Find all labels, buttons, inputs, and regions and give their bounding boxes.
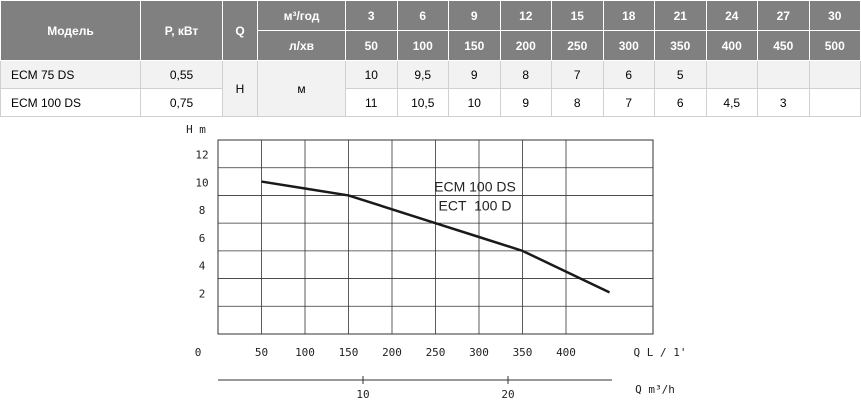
table-row: л/хв 50 100 150 200 250 300 350 400 450 500 <box>1 30 861 61</box>
table-cell: 9,5 <box>396 60 449 89</box>
table-cell: 350 <box>654 30 707 61</box>
x-tick-label: 150 <box>339 346 359 359</box>
y-tick-label: 10 <box>195 176 208 189</box>
table-cell: 4,5 <box>705 88 758 117</box>
x2-tick-label: 10 <box>356 388 369 401</box>
table-cell: 3 <box>345 0 398 31</box>
table-cell: 11 <box>345 88 398 117</box>
table-cell <box>808 60 861 89</box>
table-cell <box>757 60 810 89</box>
table-cell: 6 <box>654 88 707 117</box>
table-cell: 250 <box>551 30 604 61</box>
x-tick-label: 50 <box>255 346 268 359</box>
chart: 2 4 6 8 10 12 0 50 100 150 200 250 300 350 400 H m Q L /… <box>186 123 687 401</box>
table-cell: 7 <box>551 60 604 89</box>
table-cell: 400 <box>705 30 758 61</box>
table-cell: 450 <box>757 30 810 61</box>
annotation: ECT 100 D <box>439 198 512 214</box>
x-tick-label: 100 <box>295 346 315 359</box>
table-cell: 300 <box>602 30 655 61</box>
table-cell: H <box>222 60 258 117</box>
table-cell: 15 <box>551 0 604 31</box>
table-cell: 9 <box>499 88 552 117</box>
x-tick-label: 350 <box>513 346 533 359</box>
table-cell: 3 <box>757 88 810 117</box>
table-cell: л/хв <box>257 30 346 61</box>
x-tick-label: 0 <box>195 346 202 359</box>
table-cell: Модель <box>0 0 141 61</box>
y-axis-label: H m <box>186 123 206 136</box>
line-series <box>261 180 611 294</box>
x2-tick-label: 20 <box>501 388 514 401</box>
table-cell: 6 <box>602 60 655 89</box>
table-row: ECM 100 DS 0,75 11 10,5 10 9 8 7 6 4,5 3 <box>0 88 861 117</box>
table-cell: 24 <box>705 0 758 31</box>
table-cell: 9 <box>448 0 501 31</box>
table-cell: 6 <box>396 0 449 31</box>
x-tick-label: 200 <box>382 346 402 359</box>
table-cell: м³/год <box>257 0 346 31</box>
table-cell: 500 <box>808 30 861 61</box>
table-cell: 7 <box>602 88 655 117</box>
y-tick-label: 8 <box>199 204 206 217</box>
table-cell: 0,55 <box>140 60 223 89</box>
table-cell <box>808 88 861 117</box>
table-cell: 0,75 <box>140 88 223 117</box>
table-cell: 21 <box>654 0 707 31</box>
table-cell: 50 <box>345 30 398 61</box>
y-tick-label: 6 <box>199 232 206 245</box>
x2-axis-label: Q m³/h <box>635 383 675 396</box>
table-cell: 10,5 <box>396 88 449 117</box>
x-tick-label: 250 <box>426 346 446 359</box>
table-cell: 10 <box>345 60 398 89</box>
table-cell: 8 <box>551 88 604 117</box>
x-tick-label: 400 <box>556 346 576 359</box>
table-cell: 150 <box>448 30 501 61</box>
table-cell: 9 <box>448 60 501 89</box>
table-cell: Q <box>222 0 258 61</box>
table-cell: м <box>257 60 346 117</box>
table-cell: P, кВт <box>140 0 223 61</box>
x-tick-label: 300 <box>469 346 489 359</box>
table-cell: 12 <box>499 0 552 31</box>
y-tick-label: 12 <box>195 149 208 162</box>
table-cell: 30 <box>808 0 861 31</box>
table-cell: 5 <box>654 60 707 89</box>
y-tick-label: 2 <box>199 287 206 300</box>
y-tick-label: 4 <box>199 260 206 273</box>
table-cell: 100 <box>396 30 449 61</box>
table-cell: 8 <box>499 60 552 89</box>
table-cell: ECM 100 DS <box>0 88 141 117</box>
table-cell: 18 <box>602 0 655 31</box>
table-cell: 10 <box>448 88 501 117</box>
annotation: ECM 100 DS <box>434 179 516 195</box>
table-cell: ECM 75 DS <box>0 60 141 89</box>
x-axis-label: Q L / 1' <box>634 346 687 359</box>
table-cell: 27 <box>757 0 810 31</box>
table-cell: 200 <box>499 30 552 61</box>
table-cell <box>705 60 758 89</box>
